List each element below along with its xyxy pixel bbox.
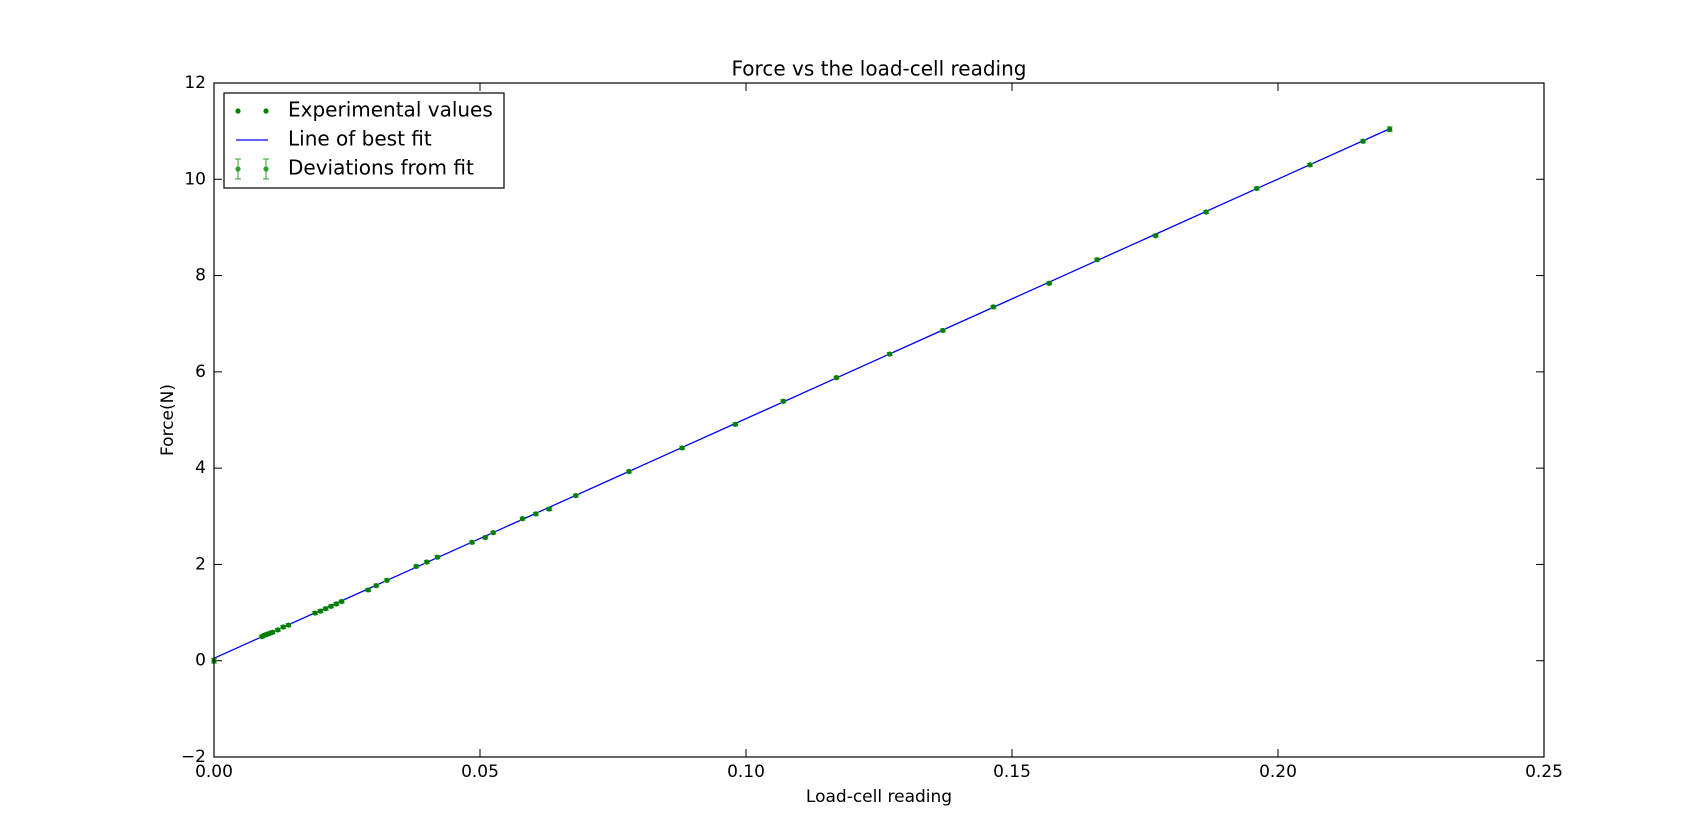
data-point <box>323 606 329 612</box>
data-point <box>887 351 893 357</box>
y-tick-label: 2 <box>195 554 206 574</box>
data-point <box>339 598 345 605</box>
data-point <box>1307 162 1313 168</box>
y-tick-label: 0 <box>195 651 206 671</box>
data-point <box>275 627 281 633</box>
legend-marker <box>235 166 241 172</box>
data-point <box>434 554 441 560</box>
x-tick-label: 0.10 <box>727 762 765 782</box>
legend-label: Deviations from fit <box>288 156 474 180</box>
data-point <box>990 304 996 310</box>
data-point <box>384 577 390 583</box>
data-point <box>317 608 323 614</box>
data-point <box>1046 280 1052 286</box>
y-tick-label: 12 <box>184 73 206 93</box>
data-point <box>573 492 579 499</box>
data-point <box>469 539 475 545</box>
data-point <box>533 511 539 517</box>
x-axis-label: Load-cell reading <box>806 787 952 807</box>
legend-label: Experimental values <box>288 98 493 122</box>
data-point <box>780 398 786 404</box>
legend-marker <box>263 166 269 172</box>
data-point <box>333 601 339 607</box>
legend-box <box>223 92 505 189</box>
legend-marker <box>263 108 269 114</box>
data-point <box>373 583 379 589</box>
x-tick-label: 0.00 <box>195 762 233 782</box>
plot-frame <box>213 82 1545 758</box>
legend-marker <box>235 108 241 114</box>
data-point <box>328 603 334 609</box>
data-point <box>1360 138 1366 144</box>
x-tick-label: 0.05 <box>461 762 499 782</box>
data-point <box>833 375 840 381</box>
x-tick-label: 0.20 <box>1259 762 1297 782</box>
data-point <box>413 563 419 569</box>
data-point <box>626 468 632 475</box>
y-tick-label: 6 <box>195 362 206 382</box>
y-tick-label: 10 <box>184 169 206 189</box>
data-point <box>269 629 276 635</box>
data-point <box>519 516 526 522</box>
data-point <box>482 534 488 541</box>
y-tick-label: 8 <box>195 266 206 286</box>
data-point <box>1094 257 1100 263</box>
data-point <box>312 610 318 616</box>
data-point <box>1387 126 1393 132</box>
x-tick-label: 0.25 <box>1525 762 1563 782</box>
data-point <box>280 624 286 630</box>
data-point <box>679 445 685 451</box>
data-point <box>546 506 552 512</box>
data-point <box>424 559 430 565</box>
fit-line <box>213 128 1390 659</box>
data-point <box>940 327 946 334</box>
data-point <box>1203 209 1209 215</box>
data-point <box>1254 185 1260 192</box>
data-point <box>365 587 371 593</box>
x-tick-label: 0.15 <box>993 762 1031 782</box>
data-point <box>1153 233 1159 239</box>
data-point <box>732 421 738 427</box>
chart-title: Force vs the load-cell reading <box>732 57 1027 81</box>
legend-label: Line of best fit <box>288 127 432 151</box>
y-tick-label: −2 <box>181 747 206 767</box>
y-tick-label: 4 <box>195 458 206 478</box>
data-point <box>490 530 496 536</box>
data-point <box>285 622 292 628</box>
y-axis-label: Force(N) <box>158 384 178 456</box>
